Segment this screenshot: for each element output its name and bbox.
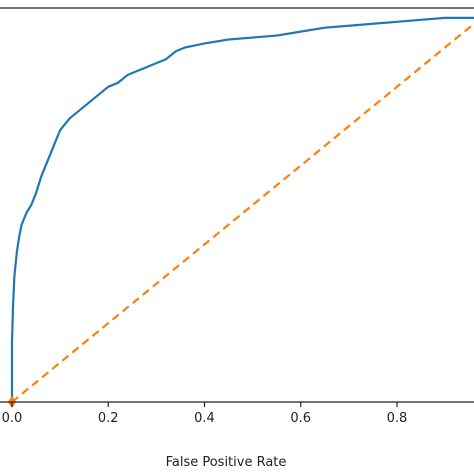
x-tick-label: 0.2 — [98, 411, 119, 426]
baseline-series-line — [11, 22, 474, 403]
x-tick-label: 0.6 — [290, 411, 311, 426]
x-tick-label: 0.0 — [2, 411, 23, 426]
x-tick-label: 0.4 — [194, 411, 215, 426]
roc-series-line — [10, 16, 474, 402]
x-axis-label: False Positive Rate — [166, 455, 287, 470]
x-axis-ticks: 0.0 0.2 0.4 0.6 0.8 — [2, 402, 408, 426]
x-tick-label: 0.8 — [387, 411, 408, 426]
axes-frame — [0, 7, 474, 403]
